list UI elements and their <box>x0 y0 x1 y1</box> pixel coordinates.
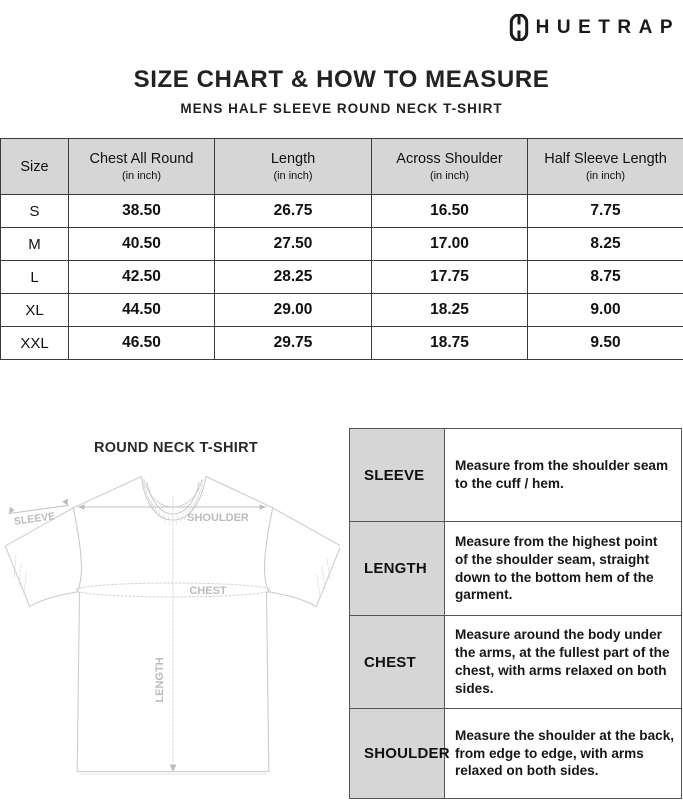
svg-text:SHOULDER: SHOULDER <box>187 512 249 524</box>
svg-text:LENGTH: LENGTH <box>154 657 166 702</box>
svg-text:CHEST: CHEST <box>189 585 227 597</box>
